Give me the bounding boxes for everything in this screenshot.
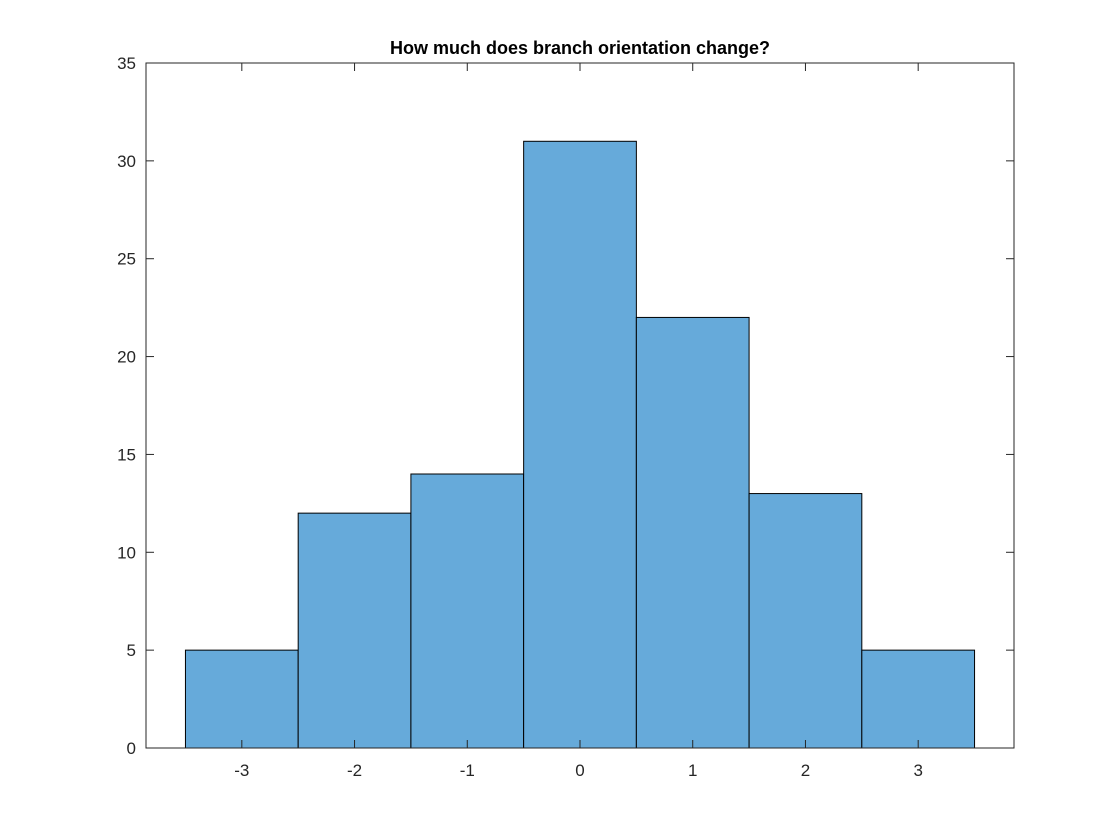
x-ticks-group: -3 -2 -1 0 1 2 3: [234, 63, 923, 780]
bars-group: [184, 140, 976, 749]
y-tick-label: 5: [127, 641, 136, 660]
x-tick-label: -1: [460, 761, 475, 780]
histogram-bar--2: [297, 512, 412, 749]
y-tick-label: 20: [117, 348, 136, 367]
y-tick-label: 10: [117, 543, 136, 562]
histogram-bar-3: [861, 649, 976, 749]
y-tick-label: 0: [127, 739, 136, 758]
histogram-bar--1: [410, 473, 525, 749]
x-tick-label: 0: [575, 761, 584, 780]
y-tick-label: 35: [117, 54, 136, 73]
y-ticks-group: 0 5 10 15 20 25 30 35: [117, 54, 1014, 758]
y-tick-label: 15: [117, 445, 136, 464]
x-tick-label: -3: [234, 761, 249, 780]
histogram-bar-1: [635, 316, 750, 749]
histogram-bar--3: [184, 649, 299, 749]
y-tick-label: 30: [117, 152, 136, 171]
y-tick-label: 25: [117, 250, 136, 269]
axes-box: [145, 62, 1015, 749]
x-tick-label: 1: [688, 761, 697, 780]
x-tick-label: 2: [801, 761, 810, 780]
histogram-bar-2: [748, 493, 863, 749]
x-tick-label: 3: [913, 761, 922, 780]
histogram-bar-0: [523, 140, 637, 749]
chart-title: How much does branch orientation change?: [390, 38, 770, 58]
x-tick-label: -2: [347, 761, 362, 780]
